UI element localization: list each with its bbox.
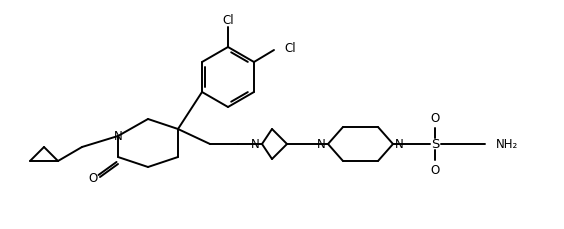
Text: Cl: Cl — [222, 14, 234, 26]
Text: O: O — [430, 112, 439, 125]
Text: Cl: Cl — [284, 42, 296, 55]
Text: O: O — [430, 164, 439, 177]
Text: N: N — [113, 130, 122, 143]
Text: O: O — [89, 172, 98, 185]
Text: N: N — [395, 138, 404, 151]
Text: S: S — [431, 138, 439, 151]
Text: NH₂: NH₂ — [496, 138, 518, 151]
Text: N: N — [317, 138, 326, 151]
Text: N: N — [251, 138, 260, 151]
